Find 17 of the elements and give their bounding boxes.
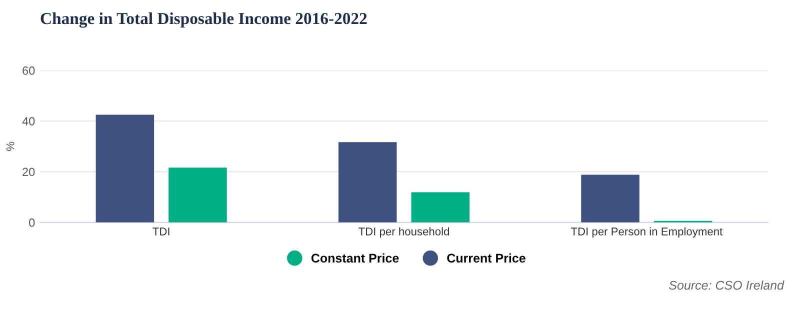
- chart-title: Change in Total Disposable Income 2016-2022: [40, 12, 367, 28]
- bar: [338, 142, 397, 222]
- legend-label: Current Price: [447, 253, 526, 263]
- bar: [581, 174, 640, 222]
- source-note: Source: CSO Ireland: [669, 280, 784, 290]
- x-tick-label: TDI: [152, 228, 170, 236]
- x-tick-label: TDI per Person in Employment: [570, 227, 723, 238]
- y-tick-label: 40: [22, 117, 35, 126]
- x-tick-label: TDI per household: [358, 227, 449, 238]
- legend-label: Constant Price: [311, 253, 399, 263]
- bar: [96, 114, 154, 222]
- y-tick-label: 60: [22, 66, 35, 75]
- y-tick-label: 0: [29, 218, 35, 227]
- bar: [168, 168, 227, 222]
- bar: [411, 192, 470, 222]
- y-tick-label: 20: [22, 168, 35, 176]
- y-axis-title: %: [6, 142, 14, 151]
